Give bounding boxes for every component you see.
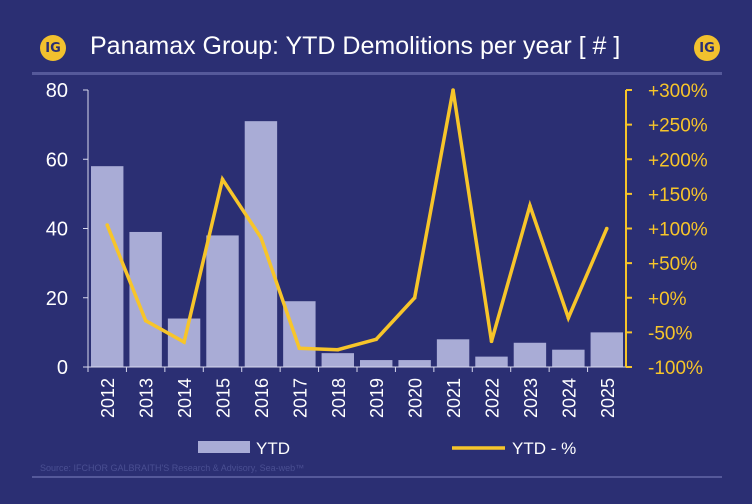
line-point-2014 <box>182 340 186 344</box>
ifchor-galbraith-logo-right: IG <box>694 35 720 61</box>
line-point-2021 <box>451 88 455 92</box>
bar-2013 <box>129 231 162 367</box>
line-point-2016 <box>259 235 263 240</box>
header-divider <box>32 72 722 75</box>
y-left-tick-label: 60 <box>46 149 68 171</box>
legend-swatch-ytd <box>198 441 250 453</box>
x-tick-label-2014: 2014 <box>175 378 195 418</box>
y-right-tick-label: +250% <box>648 116 708 137</box>
bar-2025 <box>590 332 623 367</box>
y-right-tick-label: +50% <box>648 254 697 275</box>
x-tick-label-2017: 2017 <box>290 378 310 418</box>
y-right-tick-label: +200% <box>648 150 708 171</box>
x-tick-label-2019: 2019 <box>367 378 387 418</box>
y-left-tick-label: 80 <box>46 80 68 102</box>
x-tick-label-2024: 2024 <box>559 378 579 418</box>
x-tick-label-2021: 2021 <box>444 378 464 418</box>
line-series-ytd-pct <box>105 89 609 352</box>
y-right-tick-label: +150% <box>648 185 708 206</box>
chart-title: Panamax Group: YTD Demolitions per year … <box>90 32 621 60</box>
y-right-tick-label: -50% <box>648 323 692 344</box>
line-point-2023 <box>528 203 532 208</box>
line-point-2017 <box>297 346 302 351</box>
y-left-tick-label: 20 <box>46 288 68 310</box>
y-right-tick-label: +0% <box>648 289 687 310</box>
line-point-2015 <box>220 177 225 182</box>
bar-2020 <box>398 360 431 367</box>
x-tick-label-2016: 2016 <box>252 378 272 418</box>
legend-label-ytd: YTD <box>256 439 290 458</box>
bar-2015 <box>206 235 239 367</box>
bar-2018 <box>321 353 354 367</box>
footer-divider <box>32 476 722 478</box>
ifchor-galbraith-logo-left: IG <box>40 35 66 61</box>
y-right-tick-label: +300% <box>648 81 708 102</box>
line-point-2018 <box>335 347 340 352</box>
x-tick-label-2020: 2020 <box>406 378 426 418</box>
x-tick-label-2025: 2025 <box>598 378 618 418</box>
line-point-2012 <box>105 223 110 227</box>
line-point-2020 <box>412 295 417 300</box>
line-point-2022 <box>489 339 494 344</box>
x-tick-label-2015: 2015 <box>214 378 234 418</box>
y-left-tick-label: 40 <box>46 219 68 241</box>
source-note: Source: IFCHOR GALBRAITH'S Research & Ad… <box>40 463 305 473</box>
line-point-2024 <box>566 316 571 320</box>
bar-2021 <box>436 339 470 367</box>
bar-2019 <box>360 360 393 367</box>
bar-2023 <box>513 342 547 367</box>
x-tick-label-2013: 2013 <box>137 378 157 418</box>
bar-2022 <box>475 356 508 367</box>
bar-2016 <box>244 121 278 367</box>
y-right-tick-label: -100% <box>648 358 703 379</box>
line-point-2025 <box>604 226 609 231</box>
y-right-tick-label: +100% <box>648 220 708 241</box>
bar-2024 <box>552 349 585 367</box>
line-point-2013 <box>143 318 148 323</box>
bar-2012 <box>91 166 124 367</box>
x-tick-label-2023: 2023 <box>521 378 541 418</box>
x-tick-label-2018: 2018 <box>329 378 349 418</box>
legend-label-ytd-pct: YTD - % <box>512 439 576 458</box>
x-tick-label-2012: 2012 <box>98 378 118 418</box>
y-left-tick-label: 0 <box>57 357 68 379</box>
x-tick-label-2022: 2022 <box>483 378 503 418</box>
line-point-2019 <box>374 337 379 342</box>
